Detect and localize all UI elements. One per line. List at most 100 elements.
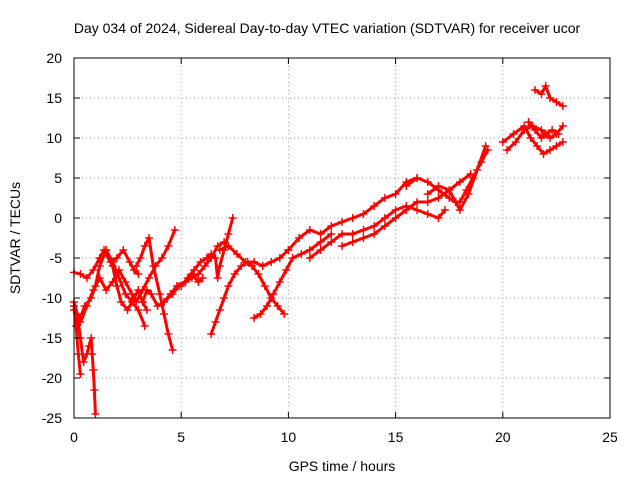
data-point bbox=[545, 94, 554, 102]
data-point bbox=[175, 282, 184, 290]
data-point bbox=[95, 274, 104, 282]
data-point bbox=[391, 206, 400, 214]
data-point bbox=[359, 226, 368, 234]
data-point bbox=[241, 258, 250, 266]
y-tick-label: -10 bbox=[42, 290, 62, 306]
data-point bbox=[160, 298, 169, 306]
data-point bbox=[112, 282, 121, 290]
data-point bbox=[511, 138, 520, 146]
data-point bbox=[228, 214, 237, 222]
data-point bbox=[316, 246, 325, 254]
data-point bbox=[74, 350, 83, 358]
x-tick-label: 10 bbox=[281, 429, 297, 445]
data-point bbox=[423, 210, 432, 218]
data-point bbox=[552, 142, 561, 150]
data-point bbox=[181, 278, 190, 286]
data-point bbox=[391, 190, 400, 198]
data-point bbox=[90, 386, 99, 394]
data-point bbox=[297, 250, 306, 258]
data-point bbox=[380, 222, 389, 230]
data-point bbox=[338, 218, 346, 226]
series-track-13 bbox=[250, 230, 336, 322]
data-point bbox=[380, 194, 389, 202]
data-point bbox=[380, 214, 389, 222]
data-point bbox=[481, 142, 490, 150]
data-point bbox=[119, 246, 128, 254]
data-point bbox=[198, 274, 207, 282]
data-point bbox=[117, 298, 126, 306]
series-track-14 bbox=[284, 174, 422, 254]
data-point bbox=[168, 346, 177, 354]
data-point bbox=[258, 262, 267, 270]
data-point bbox=[530, 86, 539, 94]
data-point bbox=[145, 234, 154, 242]
data-point bbox=[359, 234, 368, 242]
data-point bbox=[207, 330, 216, 338]
data-point bbox=[554, 130, 563, 138]
data-point bbox=[121, 278, 130, 286]
data-point bbox=[423, 178, 432, 186]
data-point bbox=[160, 310, 169, 318]
data-point bbox=[95, 254, 104, 262]
series-track-6 bbox=[95, 246, 151, 314]
series-line bbox=[78, 228, 177, 324]
data-point bbox=[503, 146, 512, 154]
data-point bbox=[76, 318, 85, 326]
data-point bbox=[370, 222, 379, 230]
x-tick-label: 15 bbox=[388, 429, 404, 445]
data-point bbox=[305, 246, 314, 254]
chart-title: Day 034 of 2024, Sidereal Day-to-day VTE… bbox=[74, 20, 581, 36]
series-track-22 bbox=[524, 118, 563, 142]
data-point bbox=[130, 294, 139, 302]
data-point bbox=[295, 234, 304, 242]
data-point bbox=[260, 282, 269, 290]
data-point bbox=[434, 194, 443, 202]
y-tick-label: 20 bbox=[46, 50, 62, 66]
data-point bbox=[200, 262, 209, 270]
series-track-18 bbox=[423, 142, 490, 214]
data-point bbox=[72, 322, 81, 330]
data-point bbox=[526, 134, 535, 142]
data-point bbox=[316, 238, 325, 246]
data-point bbox=[348, 230, 357, 238]
data-point bbox=[451, 198, 460, 206]
data-point bbox=[134, 270, 143, 278]
data-point bbox=[155, 290, 164, 298]
x-axis-label: GPS time / hours bbox=[289, 458, 396, 474]
data-point bbox=[147, 290, 156, 298]
data-point bbox=[76, 370, 85, 378]
data-point bbox=[168, 290, 177, 298]
data-point bbox=[558, 138, 567, 146]
data-point bbox=[140, 242, 149, 250]
data-point bbox=[76, 270, 85, 278]
data-point bbox=[190, 266, 199, 274]
data-point bbox=[207, 254, 216, 262]
data-point bbox=[275, 278, 284, 286]
data-point bbox=[79, 358, 88, 366]
data-point bbox=[220, 238, 229, 246]
data-point bbox=[140, 322, 149, 330]
data-point bbox=[250, 314, 259, 322]
data-point bbox=[213, 274, 222, 282]
y-tick-label: -15 bbox=[42, 330, 62, 346]
data-point bbox=[316, 230, 325, 238]
data-point bbox=[164, 330, 173, 338]
data-point bbox=[533, 142, 542, 150]
data-point bbox=[170, 226, 179, 234]
data-point bbox=[524, 118, 533, 126]
data-point bbox=[548, 126, 557, 134]
data-point bbox=[262, 302, 271, 310]
data-point bbox=[498, 138, 507, 146]
y-tick-label: -5 bbox=[50, 250, 63, 266]
axis-ticks: 0 5 10 15 20 25 -25 -20 -15 -10 -5 0 5 10 15 20 bbox=[42, 50, 618, 445]
data-point bbox=[455, 178, 464, 186]
data-point bbox=[558, 122, 567, 130]
data-point bbox=[552, 98, 561, 106]
data-point bbox=[224, 282, 233, 290]
data-point bbox=[132, 262, 141, 270]
data-point bbox=[267, 258, 276, 266]
series-track-12 bbox=[215, 242, 289, 318]
data-point bbox=[391, 214, 400, 222]
y-tick-label: 15 bbox=[46, 90, 62, 106]
data-point bbox=[142, 306, 151, 314]
